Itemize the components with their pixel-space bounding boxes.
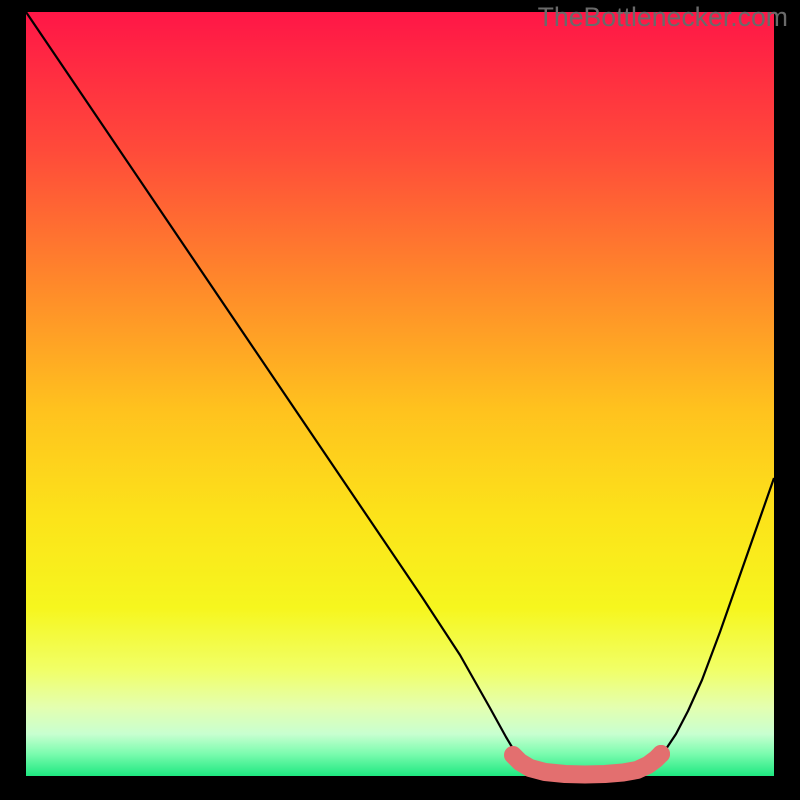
highlight-band: [513, 754, 661, 775]
plot-area: [26, 12, 774, 776]
chart-container: TheBottlenecker.com: [0, 0, 800, 800]
curve-layer: [26, 12, 774, 776]
watermark-text: TheBottlenecker.com: [538, 2, 788, 33]
bottleneck-curve: [26, 12, 774, 775]
highlight-end-dot: [652, 745, 670, 763]
